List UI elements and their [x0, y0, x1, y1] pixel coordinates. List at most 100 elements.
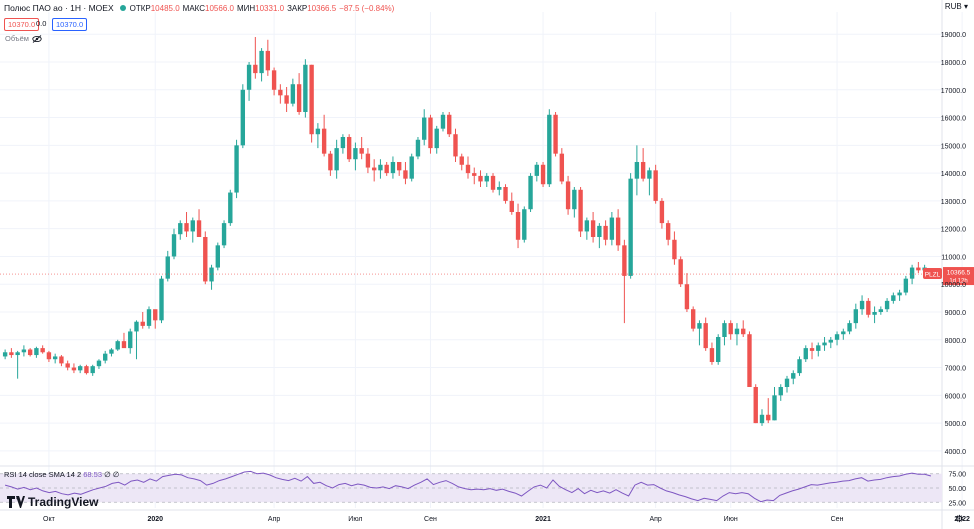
- candle-body: [766, 414, 771, 421]
- candle-body: [784, 378, 790, 387]
- candle-body: [690, 309, 696, 329]
- price-tag: [943, 267, 974, 286]
- candle-body: [609, 217, 615, 240]
- price-tick-label: 15000.0: [941, 143, 966, 150]
- price-tick-label: 7000.0: [945, 366, 967, 373]
- candle-body: [447, 114, 452, 135]
- volume-label: Объём: [5, 34, 29, 43]
- price-tick-label: 16000.0: [941, 116, 966, 123]
- chart-header: Полюс ПАО ао · 1Н · MOEX ОТКР10485.0 МАКС…: [4, 3, 397, 13]
- candle-body: [434, 128, 439, 149]
- candle-body: [747, 334, 752, 387]
- candle-body: [340, 137, 346, 149]
- candle-body: [909, 267, 915, 279]
- symbol-title[interactable]: Полюс ПАО ао · 1Н · MOEX: [4, 3, 114, 13]
- rsi-extra: ∅ ∅: [104, 470, 120, 479]
- buy-price-button[interactable]: 10370.0: [52, 18, 88, 31]
- candle-body: [672, 239, 677, 260]
- price-tick-label: 12000.0: [941, 227, 966, 234]
- ohlc-label: ЗАКР: [287, 3, 308, 13]
- time-tick-label: Окт: [43, 516, 56, 523]
- currency-selector[interactable]: RUB ▾: [944, 2, 968, 11]
- candle-body: [572, 189, 577, 210]
- candle-body: [403, 170, 408, 179]
- candle-body: [884, 300, 890, 310]
- price-axis: 4000.0 5000.0 6000.0 7000.0 8000.0 9000.0 1000…: [941, 32, 966, 456]
- candle-body: [872, 312, 877, 315]
- price-tick-label: 11000.0: [941, 254, 966, 261]
- candle-body: [234, 145, 239, 193]
- candle-body: [828, 339, 833, 343]
- tradingview-logo[interactable]: TradingView: [7, 495, 98, 509]
- candle-body: [77, 366, 83, 371]
- price-tick-label: 6000.0: [945, 393, 967, 400]
- ohlc-label: МИН: [236, 3, 256, 13]
- time-tick-label: 2021: [535, 516, 551, 523]
- ohlc-value: 10331.0: [255, 3, 285, 13]
- candle-body: [46, 352, 52, 360]
- volume-legend[interactable]: Объём: [5, 34, 42, 43]
- candle-body: [891, 295, 896, 301]
- price-tag-value: 10366.5: [947, 270, 971, 277]
- price-tick-label: 13000.0: [941, 199, 966, 206]
- ohlc-value: 10366.5: [307, 3, 337, 13]
- candle-body: [378, 164, 383, 171]
- candle-body: [59, 356, 64, 364]
- candle-body: [271, 70, 277, 90]
- candle-body: [728, 323, 733, 335]
- last-price-line: PLZL 10366.5 1d 12h: [0, 267, 974, 286]
- candle-body: [228, 192, 233, 224]
- candle-body: [346, 137, 352, 160]
- candle-body: [27, 349, 33, 356]
- candle-body: [565, 181, 571, 210]
- candle-body: [722, 323, 727, 337]
- candle-body: [334, 148, 339, 171]
- candle-body: [716, 337, 721, 362]
- candle-body: [184, 223, 189, 232]
- candle-body: [778, 387, 783, 396]
- eye-icon[interactable]: [32, 34, 42, 43]
- candle-body: [203, 237, 208, 282]
- ohlc-value: 10566.0: [205, 3, 234, 13]
- candle-body: [153, 309, 158, 321]
- ohlc-value: 10485.0: [150, 3, 180, 13]
- candle-body: [797, 359, 802, 374]
- candle-body: [459, 156, 464, 165]
- ohlc-label: МАКС: [182, 3, 206, 13]
- candle-body: [653, 170, 658, 201]
- candle-body: [52, 356, 58, 360]
- candle-body: [615, 217, 621, 246]
- candle-body: [866, 300, 871, 315]
- candle-body: [853, 309, 859, 324]
- time-tick-label: Июн: [724, 516, 738, 523]
- candle-body: [484, 175, 489, 182]
- candle-body: [678, 259, 683, 285]
- candle-body: [415, 139, 421, 157]
- spread-value: 0.0: [36, 19, 47, 28]
- price-tick-label: 9000.0: [945, 310, 967, 317]
- rsi-level-label: 75.00: [948, 472, 966, 479]
- gear-icon[interactable]: ⚙: [955, 514, 964, 525]
- candle-body: [178, 223, 183, 235]
- candle-body: [384, 164, 389, 174]
- candle-body: [71, 367, 77, 371]
- candle-body: [709, 348, 715, 362]
- candle-body: [134, 321, 139, 332]
- candle-body: [478, 175, 483, 182]
- sell-price-button[interactable]: 10370.0: [4, 18, 40, 31]
- candle-body: [278, 89, 283, 96]
- candle-body: [109, 349, 114, 354]
- candle-body: [215, 245, 220, 268]
- candle-body: [534, 164, 539, 176]
- candle-body: [453, 134, 458, 157]
- candle-body: [221, 223, 227, 246]
- logo-text: TradingView: [28, 495, 99, 509]
- tradingview-logo-icon: [7, 496, 25, 508]
- candle-body: [490, 175, 496, 190]
- rsi-level-label: 50.00: [948, 486, 966, 493]
- rsi-value: 68.53: [83, 470, 102, 479]
- candle-body: [296, 84, 302, 112]
- candle-body: [647, 170, 652, 179]
- candle-body: [409, 156, 414, 179]
